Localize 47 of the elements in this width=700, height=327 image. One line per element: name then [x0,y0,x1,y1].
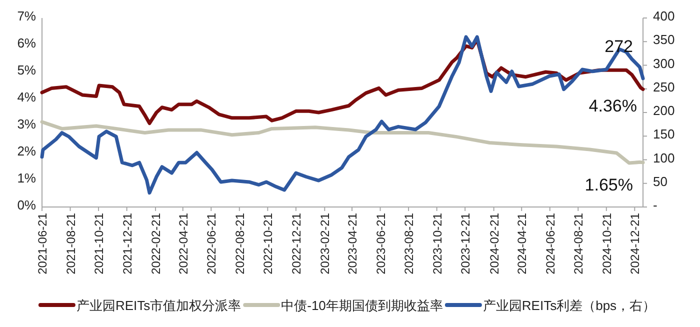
y-tick-label: 0% [17,198,36,212]
y2-tick-label: 400 [653,8,675,24]
line-series [40,35,645,195]
legend-label: 产业园REITs市值加权分派率 [76,298,242,313]
x-tick-label: 2024-04-21 [515,212,530,274]
x-tick-label: 2021-12-21 [120,212,134,274]
legend-label: 中债-10年期国债到期收益率 [281,298,443,313]
y2-tick-label: 200 [653,103,675,118]
y2-tick-label: 100 [653,150,675,166]
line-series [40,120,645,165]
y2-tick-label: 50 [653,174,668,189]
x-tick-label: 2024-12-21 [628,212,642,274]
y-tick-label: 4% [17,90,36,104]
y2-tick-label: 150 [653,126,675,142]
y2-tick-label: 300 [653,56,675,71]
x-tick-label: 2022-10-21 [261,212,276,274]
legend-label: 产业园REITs利差（bps，右） [482,298,656,313]
x-tick-label: 2023-06-21 [374,212,388,274]
y-tick-label: 2% [17,144,36,158]
x-tick-label: 2024-10-21 [600,212,614,274]
y-tick-label: 7% [17,8,36,24]
x-tick-label: 2021-06-21 [36,212,50,274]
x-tick-label: 2022-02-21 [149,212,164,274]
x-tick-label: 2024-02-21 [487,212,502,274]
x-tick-label: 2023-08-21 [402,212,416,274]
x-tick-label: 2022-04-21 [176,212,190,274]
y-tick-label: 6% [17,36,36,50]
x-tick-label: 2022-12-21 [289,212,304,274]
x-tick-label: 2024-08-21 [572,212,586,274]
x-tick-label: 2023-12-21 [458,212,473,274]
x-tick-label: 2024-06-21 [543,212,558,274]
x-tick-label: 2021-08-21 [64,212,78,274]
annotation: 4.36% [588,96,637,116]
x-tick-label: 2022-08-21 [232,212,247,274]
annotation: 272 [604,37,633,56]
x-tick-label: 2021-10-21 [92,212,106,274]
y2-tick-label: - [653,198,658,212]
y-tick-label: 3% [17,116,36,132]
x-tick-label: 2023-04-21 [346,212,360,274]
x-tick-label: 2023-02-21 [318,212,332,274]
y-tick-label: 5% [17,62,36,78]
y2-tick-label: 250 [653,79,675,94]
y2-tick-label: 350 [653,32,675,48]
x-tick-label: 2022-06-21 [204,212,219,274]
annotation: 1.65% [584,175,633,194]
x-tick-label: 2023-10-21 [430,212,444,274]
y-tick-label: 1% [17,170,36,186]
